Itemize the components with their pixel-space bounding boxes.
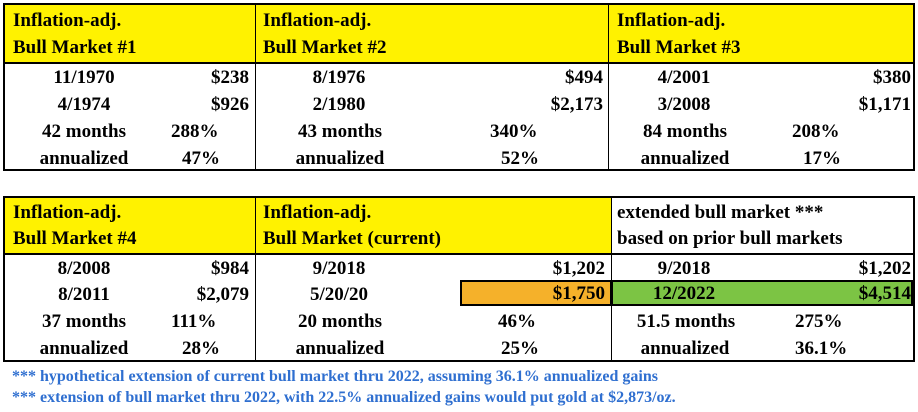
end-date: 4/1974	[57, 94, 111, 115]
start-date: 4/2001	[657, 67, 711, 88]
start-date: 9/2018	[312, 258, 366, 279]
annualized-percent: 36.1%	[795, 338, 848, 359]
annualized-percent: 28%	[182, 338, 220, 359]
column-divider	[608, 5, 609, 169]
duration: 43 months	[298, 121, 382, 142]
annualized-percent: 52%	[501, 148, 539, 169]
header-current-line2: Bull Market (current)	[263, 228, 441, 249]
bull-market-table-bottom: Inflation-adj. Bull Market #4 Inflation-…	[3, 196, 915, 362]
duration: 51.5 months	[636, 311, 736, 332]
header-bull-2-line2: Bull Market #2	[263, 37, 387, 58]
header-bull-2-line1: Inflation-adj.	[263, 10, 372, 31]
header-bull-3-line1: Inflation-adj.	[617, 10, 726, 31]
column-divider	[255, 5, 256, 169]
gain-percent: 288%	[171, 121, 219, 142]
header-divider	[5, 62, 913, 64]
end-date: 2/1980	[312, 94, 366, 115]
duration: 84 months	[643, 121, 727, 142]
end-price: $926	[211, 94, 249, 115]
annualized-label: annualized	[39, 148, 129, 169]
annualized-label: annualized	[640, 148, 730, 169]
gain-percent: 208%	[792, 121, 840, 142]
current-price-highlight	[460, 280, 612, 306]
footnote-hypothetical-extension: *** hypothetical extension of current bu…	[12, 368, 658, 385]
header-bull-4-line2: Bull Market #4	[13, 228, 137, 249]
extended-price-highlight	[611, 280, 913, 306]
start-price: $380	[873, 67, 911, 88]
start-date: 8/2008	[57, 258, 111, 279]
duration: 42 months	[42, 121, 126, 142]
annualized-label: annualized	[640, 338, 730, 359]
end-price: $2,173	[550, 94, 603, 115]
annualized-percent: 17%	[803, 148, 841, 169]
annualized-label: annualized	[39, 338, 129, 359]
gain-percent: 275%	[795, 311, 843, 332]
annualized-label: annualized	[295, 338, 385, 359]
start-price: $1,202	[858, 258, 911, 279]
header-bull-1-line2: Bull Market #1	[13, 37, 137, 58]
header-extended-line1: extended bull market ***	[617, 202, 824, 223]
header-row	[5, 198, 611, 253]
header-bull-1-line1: Inflation-adj.	[13, 10, 122, 31]
duration: 20 months	[298, 311, 382, 332]
gain-percent: 340%	[490, 121, 538, 142]
header-divider	[5, 253, 913, 255]
annualized-label: annualized	[295, 148, 385, 169]
header-current-line1: Inflation-adj.	[263, 202, 372, 223]
end-price: $2,079	[196, 284, 249, 305]
gain-percent: 111%	[171, 311, 217, 332]
annualized-percent: 25%	[501, 338, 539, 359]
footnote-alternate-extension: *** extension of bull market thru 2022, …	[12, 389, 676, 406]
start-date: 8/1976	[312, 67, 366, 88]
header-bull-3-line2: Bull Market #3	[617, 37, 741, 58]
header-bull-4-line1: Inflation-adj.	[13, 202, 122, 223]
duration: 37 months	[42, 311, 126, 332]
start-date: 11/1970	[53, 67, 115, 88]
start-price: $494	[565, 67, 603, 88]
annualized-percent: 47%	[182, 148, 220, 169]
bull-market-table-top: Inflation-adj. Bull Market #1 Inflation-…	[3, 3, 915, 171]
end-price: $1,171	[858, 94, 911, 115]
end-price: $1,750	[552, 283, 605, 304]
end-date: 12/2022	[652, 283, 716, 304]
column-divider	[255, 198, 256, 360]
end-date: 5/20/20	[309, 284, 369, 305]
end-price: $4,514	[858, 283, 911, 304]
start-price: $238	[211, 67, 249, 88]
column-divider	[611, 198, 612, 360]
header-extended-line2: based on prior bull markets	[617, 228, 843, 249]
end-date: 8/2011	[58, 284, 110, 305]
header-row	[5, 5, 913, 62]
start-price: $1,202	[552, 258, 605, 279]
start-price: $984	[211, 258, 249, 279]
gain-percent: 46%	[498, 311, 536, 332]
end-date: 3/2008	[657, 94, 711, 115]
start-date: 9/2018	[657, 258, 711, 279]
